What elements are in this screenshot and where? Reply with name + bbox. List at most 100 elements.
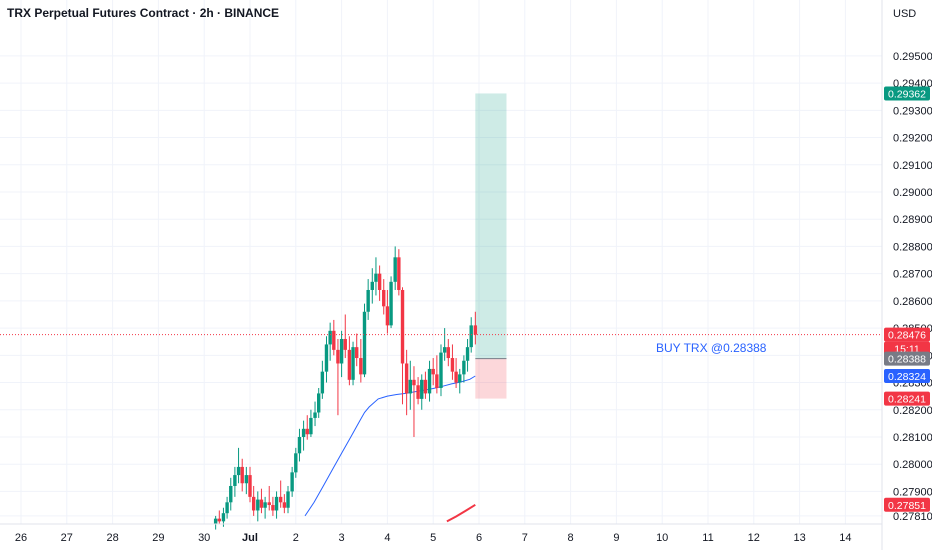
- price-badge-label: 0.29362: [888, 88, 926, 100]
- candle: [458, 368, 462, 394]
- y-tick-label: 0.28600: [893, 296, 932, 308]
- x-tick-label: 11: [702, 532, 713, 544]
- price-badge-ma_red: 0.27851: [884, 497, 930, 512]
- candle-body: [271, 505, 275, 511]
- currency-label: USD: [893, 8, 916, 20]
- candle-body: [263, 502, 267, 508]
- candle-body: [355, 347, 359, 359]
- candle: [317, 387, 321, 418]
- moving-averages: [304, 375, 476, 523]
- candle-body: [313, 412, 317, 418]
- candle: [473, 311, 478, 345]
- x-tick-label: 10: [656, 532, 668, 544]
- x-tick-label: 3: [339, 532, 345, 544]
- x-tick-label: 13: [793, 532, 805, 544]
- candle: [446, 338, 451, 367]
- x-tick-label: 28: [106, 532, 118, 544]
- candle-body: [362, 311, 367, 375]
- candle: [217, 510, 222, 525]
- y-tick-label: 0.29200: [893, 133, 932, 145]
- x-tick-label: 27: [61, 532, 73, 544]
- candle: [416, 377, 420, 405]
- candle: [213, 515, 218, 530]
- candle-body: [217, 518, 222, 522]
- candle: [251, 485, 256, 516]
- candle-body: [278, 496, 283, 503]
- candle-body: [213, 518, 218, 525]
- candle-body: [458, 374, 462, 383]
- candle: [450, 344, 455, 380]
- candle: [244, 466, 249, 495]
- candle-body: [382, 289, 386, 307]
- candle-body: [336, 349, 340, 364]
- position-annotation: BUY TRX @0.28388: [656, 341, 767, 355]
- price-badge-stop: 0.28241: [884, 391, 930, 406]
- candle: [332, 319, 336, 356]
- candle: [240, 458, 244, 492]
- candle-body: [248, 475, 252, 497]
- candle-body: [301, 428, 306, 437]
- y-tick-label: 0.28800: [893, 241, 932, 253]
- x-tick-label: 8: [568, 532, 574, 544]
- candle-body: [397, 257, 401, 290]
- y-tick-label: 0.28100: [893, 432, 932, 444]
- candle: [366, 279, 370, 320]
- time-axis[interactable]: 26 27 28 29 30 Jul 2 3 4 5 6 7 8 9 10 11 12 13 14: [15, 532, 852, 544]
- candle: [442, 328, 447, 361]
- candle-body: [370, 281, 374, 290]
- candle: [427, 360, 432, 402]
- y-tick-label: 0.27900: [893, 486, 932, 498]
- candle: [339, 330, 344, 378]
- x-tick-label: 12: [748, 532, 760, 544]
- candle-body: [393, 257, 397, 282]
- candle: [408, 360, 412, 410]
- x-tick-label: 30: [198, 532, 210, 544]
- candle: [404, 349, 409, 416]
- price-badge-bg: [884, 86, 930, 101]
- candle: [439, 344, 443, 397]
- position-tool[interactable]: [475, 93, 507, 399]
- candlestick-series: [213, 246, 478, 530]
- candle-body: [389, 281, 393, 326]
- candle: [420, 374, 424, 410]
- y-tick-label: 0.29300: [893, 105, 932, 117]
- x-tick-label: 7: [522, 532, 528, 544]
- candle: [435, 355, 439, 394]
- price-badge-bg: [884, 497, 930, 512]
- candle: [305, 415, 309, 440]
- price-badge-entry: 0.28388: [884, 351, 930, 366]
- price-badge-target: 0.29362: [884, 86, 930, 101]
- candle: [225, 496, 229, 519]
- loss-zone: [475, 358, 507, 399]
- candle: [301, 420, 306, 451]
- candle-body: [366, 289, 370, 312]
- candle: [351, 341, 355, 386]
- candle-body: [408, 379, 412, 394]
- profit-zone: [475, 93, 507, 359]
- candle: [431, 358, 435, 386]
- candle: [309, 409, 313, 437]
- candle-body: [450, 358, 455, 372]
- candle-body: [225, 502, 229, 514]
- candle-body: [347, 349, 352, 380]
- candle-body: [442, 347, 447, 353]
- price-badge-label: 0.28476: [888, 330, 926, 342]
- candle: [271, 496, 275, 516]
- price-badge-last: 0.28476: [884, 327, 930, 342]
- x-tick-label: 29: [152, 532, 164, 544]
- candle-body: [423, 379, 428, 394]
- candle: [374, 257, 378, 296]
- candle-body: [233, 475, 237, 486]
- candle: [423, 371, 428, 399]
- candle-body: [374, 273, 378, 282]
- candle: [290, 466, 294, 497]
- candle-body: [251, 496, 256, 511]
- y-tick-label: 0.29000: [893, 187, 932, 199]
- candle: [359, 338, 363, 383]
- price-badge-label: 0.28241: [888, 394, 926, 406]
- price-badge-label: 0.28324: [888, 371, 926, 383]
- candle-body: [416, 385, 420, 399]
- candle-body: [294, 453, 298, 473]
- candle: [355, 333, 359, 367]
